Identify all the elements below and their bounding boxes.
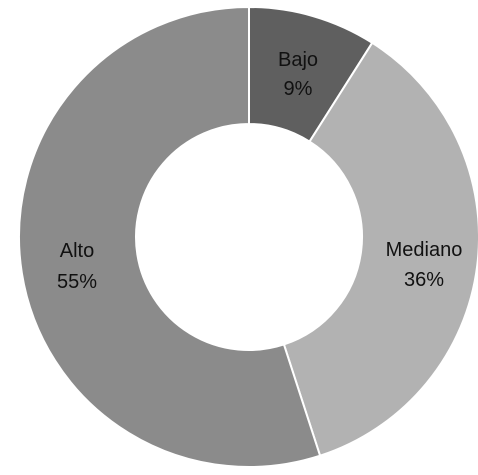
slice-alto — [18, 5, 322, 468]
slice-label-alto: Alto — [60, 240, 94, 262]
slice-label-mediano: Mediano — [386, 239, 463, 261]
slice-value-alto: 55% — [57, 271, 97, 293]
slice-mediano — [282, 41, 478, 458]
donut-labels: Bajo 9% Mediano 36% Alto 55% — [57, 49, 462, 293]
slice-value-mediano: 36% — [404, 269, 444, 291]
donut-slices — [18, 5, 478, 468]
slice-label-bajo: Bajo — [278, 49, 318, 71]
slice-value-bajo: 9% — [284, 78, 313, 100]
